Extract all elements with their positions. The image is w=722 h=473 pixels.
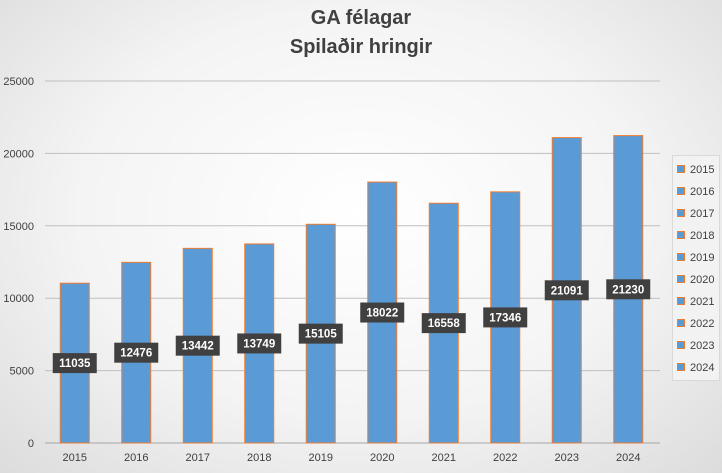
legend-label: 2022 [690,318,715,330]
data-label: 16558 [428,318,461,330]
data-label: 13442 [182,341,214,353]
legend-label: 2019 [690,252,715,264]
legend-label: 2017 [690,208,715,220]
legend-swatch [677,187,685,196]
data-label: 17346 [489,312,521,324]
x-tick-label: 2019 [309,452,333,464]
legend-swatch [677,165,685,174]
y-tick-label: 5000 [10,366,34,378]
data-label-box [544,280,589,301]
data-label: 13749 [243,338,275,350]
legend-item: 2019 [677,250,714,266]
legend-swatch [677,253,685,262]
legend-item: 2023 [677,338,714,354]
legend-label: 2024 [690,362,715,374]
legend-item: 2015 [677,162,714,178]
legend-swatch [677,297,685,306]
legend-swatch [677,363,685,372]
legend-item: 2018 [677,228,714,244]
data-label-box [114,342,159,363]
x-tick-label: 2023 [555,452,579,464]
legend-item: 2022 [677,316,714,332]
legend-swatch [677,341,685,350]
legend-swatch [677,209,685,218]
legend-swatch [677,275,685,284]
legend-label: 2018 [690,230,715,242]
y-tick-label: 25000 [3,76,34,88]
data-label: 21230 [612,284,644,296]
data-label-box [52,353,97,374]
y-tick-label: 15000 [3,221,34,233]
data-label: 18022 [366,308,398,320]
legend-item: 2016 [677,184,714,200]
data-label-box [421,313,466,334]
data-label-box [175,335,220,356]
y-tick-label: 10000 [3,293,34,305]
legend-label: 2015 [690,164,715,176]
y-tick-label: 0 [28,438,34,450]
data-label: 12476 [120,348,152,360]
data-label: 21091 [551,285,584,297]
data-label: 15105 [305,329,338,341]
x-tick-label: 2018 [247,452,271,464]
x-tick-label: 2022 [493,452,517,464]
chart-title: GA félagar [310,7,412,29]
data-label-box [360,302,405,323]
legend-swatch [677,231,685,240]
x-tick-label: 2016 [124,452,148,464]
legend-item: 2020 [677,272,714,288]
legend-item: 2017 [677,206,714,222]
x-tick-label: 2024 [616,452,640,464]
x-tick-label: 2020 [370,452,394,464]
data-label-box [237,333,282,354]
legend-item: 2024 [677,360,714,376]
data-label: 11035 [59,358,91,370]
legend-label: 2021 [690,296,715,308]
x-tick-label: 2017 [186,452,210,464]
data-label-box [298,323,343,344]
x-tick-label: 2015 [63,452,87,464]
legend-label: 2023 [690,340,715,352]
legend-label: 2020 [690,274,715,286]
legend-item: 2021 [677,294,714,310]
legend-label: 2016 [690,186,715,198]
legend-swatch [677,319,685,328]
chart-subtitle: Spilaðir hringir [289,36,433,58]
x-tick-label: 2021 [432,452,456,464]
data-label-box [483,307,528,328]
chart-legend: 2015 2016 2017 2018 2019 2020 2021 2022 2023 2024 [672,155,720,381]
y-tick-label: 20000 [3,148,34,160]
data-label-box [606,279,651,300]
